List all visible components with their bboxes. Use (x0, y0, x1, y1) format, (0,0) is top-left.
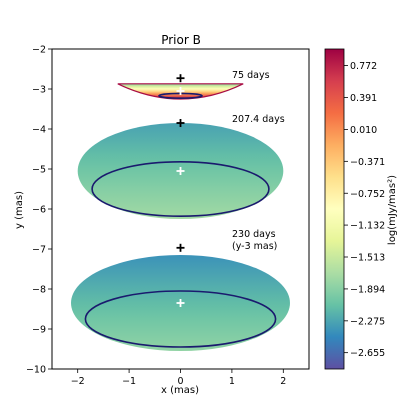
y-tick-label: −4 (32, 125, 46, 136)
colorbar-tick-label: −1.513 (350, 253, 385, 264)
y-tick-label: −2 (32, 45, 46, 56)
x-axis-label: x (mas) (161, 385, 199, 396)
y-tick-label: −5 (32, 165, 46, 176)
panel-label: 75 days (232, 70, 270, 81)
x-tick-label: 0 (177, 376, 183, 387)
panel-1 (117, 74, 244, 100)
plot-area (71, 74, 290, 351)
white-cross-marker (176, 167, 185, 175)
colorbar-tick-label: 0.772 (350, 61, 377, 72)
y-tick-label: −7 (32, 245, 46, 256)
colorbar-tick-label: −1.132 (350, 221, 385, 232)
colorbar-tick-label: −0.752 (350, 189, 385, 200)
colorbar-label: log(mJy/mas²) (387, 175, 398, 245)
colorbar: 0.772 0.391 0.010 −0.371 −0.752 −1.132 −1.513 −… (324, 48, 385, 370)
y-tick-label: −9 (32, 325, 46, 336)
colorbar-tick-label: −0.371 (350, 157, 385, 168)
colorbar-tick-label: 0.391 (350, 93, 377, 104)
colorbar-gradient (325, 49, 344, 369)
black-cross-marker (176, 119, 185, 127)
black-cross-marker (176, 74, 185, 83)
x-tick-label: 1 (229, 376, 235, 387)
white-cross-marker (176, 299, 185, 307)
chart-title: Prior B (161, 33, 201, 47)
panel-label: 207.4 days (232, 114, 285, 125)
panel-label: 230 days (232, 229, 276, 240)
x-axis: −2 −1 0 1 2 (71, 369, 286, 387)
x-tick-label: −1 (122, 376, 136, 387)
y-axis-label: y (mas) (14, 191, 25, 229)
colorbar-tick-label: 0.010 (350, 125, 377, 136)
y-tick-label: −10 (26, 365, 46, 376)
panel-2 (77, 119, 284, 219)
panel-annotations: 75 days 207.4 days 230 days(y-3 mas) (232, 70, 285, 252)
panel-3 (71, 243, 290, 351)
ring-contour (91, 161, 270, 218)
y-tick-label: −3 (32, 85, 46, 96)
black-cross-marker (176, 243, 185, 252)
colorbar-tick-label: −1.894 (350, 284, 385, 295)
y-axis: −10 −9 −8 −7 −6 −5 −4 −3 −2 (26, 45, 52, 376)
colorbar-tick-label: −2.275 (350, 316, 385, 327)
x-tick-label: −2 (71, 376, 85, 387)
panel-label-2: (y-3 mas) (232, 241, 277, 252)
ring-contour (84, 290, 277, 348)
y-tick-label: −8 (32, 285, 46, 296)
y-tick-label: −6 (32, 205, 46, 216)
white-cross-marker (176, 87, 185, 95)
x-tick-label: 2 (280, 376, 286, 387)
colorbar-frame (324, 48, 345, 370)
colorbar-tick-label: −2.655 (350, 348, 385, 359)
